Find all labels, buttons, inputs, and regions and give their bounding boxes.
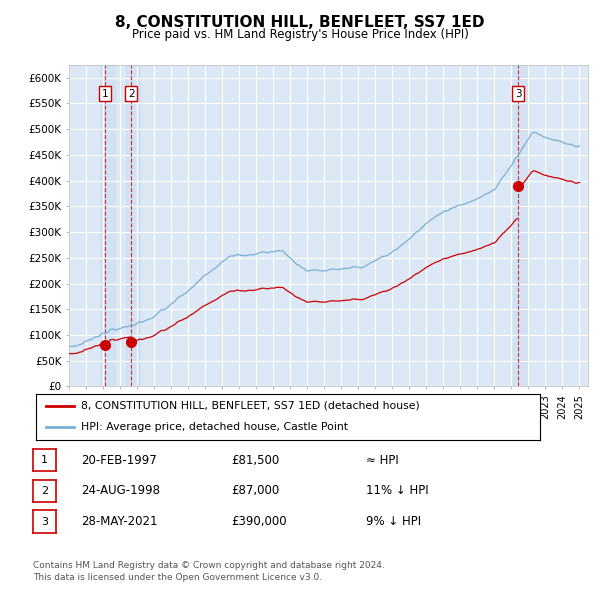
Text: HPI: Average price, detached house, Castle Point: HPI: Average price, detached house, Cast… xyxy=(82,422,349,432)
Text: 3: 3 xyxy=(41,517,48,526)
Text: 8, CONSTITUTION HILL, BENFLEET, SS7 1ED (detached house): 8, CONSTITUTION HILL, BENFLEET, SS7 1ED … xyxy=(82,401,420,411)
Text: This data is licensed under the Open Government Licence v3.0.: This data is licensed under the Open Gov… xyxy=(33,572,322,582)
Text: Contains HM Land Registry data © Crown copyright and database right 2024.: Contains HM Land Registry data © Crown c… xyxy=(33,560,385,570)
Text: 1: 1 xyxy=(102,89,109,99)
Text: 24-AUG-1998: 24-AUG-1998 xyxy=(81,484,160,497)
Text: 9% ↓ HPI: 9% ↓ HPI xyxy=(366,515,421,528)
Text: ≈ HPI: ≈ HPI xyxy=(366,454,399,467)
Text: 20-FEB-1997: 20-FEB-1997 xyxy=(81,454,157,467)
Text: 2: 2 xyxy=(41,486,48,496)
Text: £81,500: £81,500 xyxy=(231,454,279,467)
Text: 3: 3 xyxy=(515,89,522,99)
Text: 8, CONSTITUTION HILL, BENFLEET, SS7 1ED: 8, CONSTITUTION HILL, BENFLEET, SS7 1ED xyxy=(115,15,485,30)
Text: 28-MAY-2021: 28-MAY-2021 xyxy=(81,515,157,528)
Bar xyxy=(126,65,140,386)
Text: 1: 1 xyxy=(41,455,48,465)
Text: £87,000: £87,000 xyxy=(231,484,279,497)
Bar xyxy=(513,65,528,386)
Bar xyxy=(100,65,115,386)
Text: 2: 2 xyxy=(128,89,134,99)
Text: £390,000: £390,000 xyxy=(231,515,287,528)
Text: 11% ↓ HPI: 11% ↓ HPI xyxy=(366,484,428,497)
Text: Price paid vs. HM Land Registry's House Price Index (HPI): Price paid vs. HM Land Registry's House … xyxy=(131,28,469,41)
